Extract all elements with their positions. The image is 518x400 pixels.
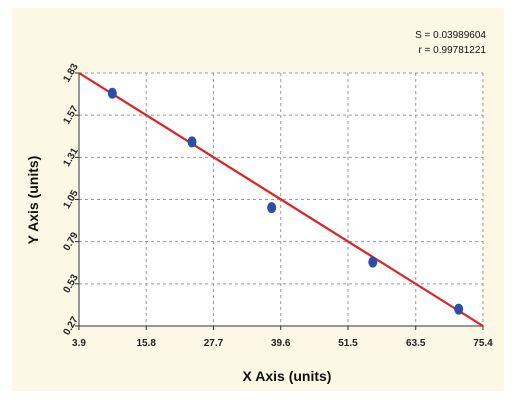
y-axis-title: Y Axis (units) (25, 156, 41, 245)
s-statistic: S = 0.03989604 (415, 30, 486, 41)
data-point (187, 136, 197, 148)
x-tick-label: 3.9 (72, 338, 86, 349)
fit-line-layer (78, 72, 484, 327)
x-tick-label: 39.6 (271, 338, 291, 349)
x-tick-label: 15.8 (137, 338, 157, 349)
x-tick-labels: 3.9 15.8 27.7 39.6 51.5 63.5 75.4 (72, 326, 493, 349)
data-points-layer (107, 87, 464, 315)
data-point (368, 256, 378, 268)
data-point (267, 202, 277, 214)
x-tick-label: 75.4 (473, 338, 493, 349)
data-point (454, 303, 464, 315)
y-tick-labels: 0.270.530.791.051.311.571.83 (61, 62, 80, 338)
x-tick-label: 27.7 (204, 338, 224, 349)
x-axis-title: X Axis (units) (243, 368, 332, 384)
r-statistic: r = 0.99781221 (418, 45, 486, 56)
data-point (107, 87, 117, 99)
fit-line (78, 72, 484, 327)
x-tick-label: 51.5 (338, 338, 358, 349)
x-tick-label: 63.5 (406, 338, 426, 349)
